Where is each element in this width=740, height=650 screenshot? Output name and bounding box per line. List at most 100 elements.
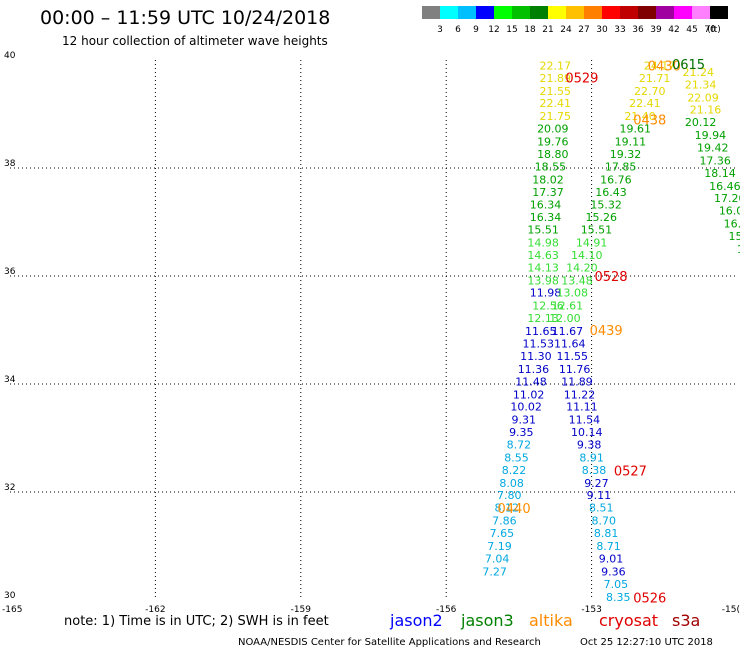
color-scale-swatch (656, 6, 674, 19)
pass-time-label: 0526 (633, 591, 666, 606)
color-scale-swatch (530, 6, 548, 19)
wave-height-label: 17.36 (699, 154, 731, 167)
wave-height-label: 8.12 (495, 502, 520, 515)
wave-height-label: 21.75 (540, 110, 572, 123)
color-scale-swatch (602, 6, 620, 19)
wave-height-label: 9.36 (601, 565, 626, 578)
footer-credit: NOAA/NESDIS Center for Satellite Applica… (238, 637, 541, 648)
wave-height-label: 9.38 (577, 438, 602, 451)
wave-height-label: 13.48 (561, 274, 593, 287)
color-scale-swatch (440, 6, 458, 19)
wave-height-label: 19.76 (537, 136, 569, 149)
wave-height-label: 21.89 (540, 72, 572, 85)
color-scale-label: 36 (632, 25, 644, 35)
wave-height-label: 11.02 (513, 388, 545, 401)
wave-height-label: 8.22 (502, 464, 527, 477)
altimeter-track: 21.2421.3422.0921.1620.1219.9419.4217.36… (682, 66, 740, 256)
wave-height-label: 19.61 (619, 123, 651, 136)
wave-height-label: 21.40 (624, 110, 656, 123)
color-scale-label: 18 (524, 25, 536, 35)
wave-height-label: 9.11 (587, 489, 612, 502)
wave-height-label: 15.08 (729, 230, 740, 243)
color-scale-label: 24 (560, 25, 572, 35)
altimeter-track: 22.1721.8921.5522.4121.7520.0919.7618.80… (482, 59, 571, 578)
wave-height-label: 11.64 (554, 338, 586, 351)
longitude-tick-label: -159 (291, 605, 312, 615)
figure-subtitle: 12 hour collection of altimeter wave hei… (62, 34, 328, 48)
longitude-tick-label: -165 (2, 605, 22, 615)
color-scale-swatch (512, 6, 530, 19)
wave-height-label: 8.38 (582, 464, 607, 477)
color-scale-label: 3 (437, 25, 443, 35)
color-scale-swatch (494, 6, 512, 19)
wave-height-label: 18.02 (532, 173, 564, 186)
wave-height-label: 12.00 (549, 312, 581, 325)
wave-height-label: 16.43 (595, 186, 627, 199)
wave-height-label: 8.51 (589, 502, 614, 515)
wave-height-label: 11.65 (525, 325, 557, 338)
wave-height-label: 21.16 (690, 104, 722, 117)
wave-height-label: 11.11 (566, 401, 598, 414)
wave-height-label: 21.55 (540, 85, 572, 98)
legend-entry-cryosat: cryosat (599, 611, 658, 630)
color-scale-label: 21 (542, 25, 553, 35)
wave-height-label: 17.85 (605, 160, 637, 173)
color-scale-label: 9 (473, 25, 479, 35)
wave-height-label: 19.94 (695, 129, 727, 142)
wave-height-label: 19.11 (615, 136, 647, 149)
latitude-tick-labels: 30 32 34 36 38 40 (4, 51, 16, 601)
wave-height-label: 11.22 (564, 388, 596, 401)
wave-height-label: 14.20 (566, 261, 598, 274)
wave-height-label: 7.86 (492, 515, 517, 528)
wave-height-label: 18.14 (704, 167, 736, 180)
latitude-tick-label: 36 (4, 267, 16, 277)
legend-entry-s3a: s3a (672, 611, 700, 630)
wave-height-label: 7.04 (485, 552, 510, 565)
pass-time-label: 0430 (648, 59, 681, 74)
pass-time-label: 0439 (590, 324, 623, 339)
wave-height-label: 22.70 (634, 85, 666, 98)
wave-height-label: 22.41 (629, 97, 661, 110)
wave-height-label: 14.10 (571, 249, 603, 262)
wave-height-label: 19.32 (610, 148, 642, 161)
pass-time-label: 0529 (565, 71, 598, 86)
note-text: note: 1) Time is in UTC; 2) SWH is in fe… (64, 614, 329, 629)
wave-height-label: 8.70 (591, 515, 616, 528)
wave-height-color-scale: 3 6 9 12 15 18 21 24 27 30 33 36 39 42 45 70(ft) (422, 6, 728, 35)
wave-height-label: 8.71 (596, 540, 621, 553)
wave-height-label: 16.30 (724, 218, 740, 231)
wave-height-label: 11.48 (515, 375, 547, 388)
altimeter-track: 24.1721.7122.7022.4121.4019.6119.1119.32… (549, 59, 675, 603)
wave-height-label: 15.51 (581, 224, 613, 237)
wave-height-label: 8.08 (499, 477, 524, 490)
wave-height-label: 11.55 (556, 350, 588, 363)
latitude-tick-label: 40 (4, 51, 16, 61)
longitude-tick-label: -162 (145, 605, 165, 615)
wave-height-label: 21.24 (682, 66, 714, 79)
wave-height-label: 11.98 (530, 287, 562, 300)
wave-height-label: 22.17 (540, 59, 572, 72)
legend-entry-altika: altika (529, 611, 573, 630)
wave-height-label: 15.32 (590, 199, 622, 212)
wave-height-label: 14.98 (527, 237, 559, 250)
color-scale-swatch (584, 6, 602, 19)
wave-height-label: 15.5 (737, 243, 740, 256)
wave-height-label: 7.27 (482, 565, 507, 578)
wave-height-label: 7.19 (487, 540, 512, 553)
pass-time-label: 0615 (672, 58, 705, 73)
wave-height-label: 8.35 (606, 591, 631, 604)
color-scale-swatch (710, 6, 728, 19)
wave-height-label: 15.51 (527, 224, 559, 237)
wave-height-label: 20.09 (537, 123, 569, 136)
wave-height-label: 7.05 (604, 578, 629, 591)
wave-height-label: 18.55 (535, 160, 567, 173)
wave-height-label: 8.81 (594, 527, 619, 540)
wave-height-label: 16.34 (530, 199, 562, 212)
wave-height-label: 8.72 (507, 438, 532, 451)
wave-height-label: 17.37 (532, 186, 564, 199)
footer-timestamp: Oct 25 12:27:10 UTC 2018 (580, 637, 713, 648)
wave-height-label: 14.63 (527, 249, 559, 262)
latitude-tick-label: 34 (4, 375, 16, 385)
map-plot-area: -165 -162 -159 -156 -153 -15( 30 32 34 36 38 40 22… (2, 51, 740, 615)
